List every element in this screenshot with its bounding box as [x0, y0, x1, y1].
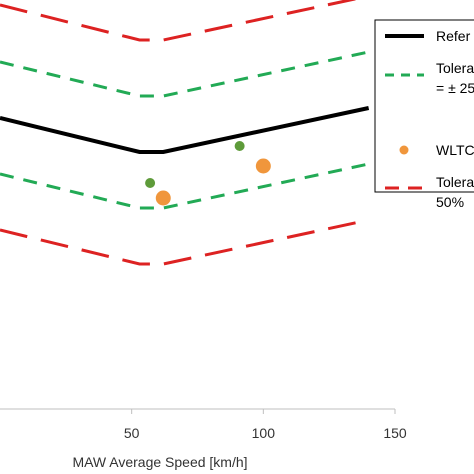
legend-label-1-1: = ± 25 — [436, 80, 474, 96]
legend-label-3-1: 50% — [436, 194, 464, 210]
legend-box — [374, 19, 474, 193]
x-ticks: 50 100 150 — [124, 409, 407, 441]
x-tick-label: 150 — [383, 425, 407, 441]
series-line-longdash-3 — [0, 0, 358, 42]
scatter-point-0-1 — [255, 158, 271, 174]
series-line-dashed-2 — [0, 162, 369, 210]
x-tick-label: 50 — [124, 425, 140, 441]
series-line-solid-0 — [0, 106, 370, 154]
legend-label-0-0: Refer — [436, 28, 471, 44]
plot-area — [0, 0, 370, 266]
x-axis-title: MAW Average Speed [km/h] — [72, 454, 247, 470]
scatter-point-0-0 — [155, 190, 171, 206]
scatter-point-1-1 — [234, 141, 245, 151]
scatter-point-1-0 — [145, 178, 156, 188]
legend-label-3-0: Tolera — [436, 174, 474, 190]
legend-label-1-0: Tolera — [436, 60, 474, 76]
series-line-longdash-4 — [0, 218, 369, 266]
legend: Refer Tolera = ± 25 WLTC Tolera 50% — [374, 19, 474, 210]
legend-label-2-0: WLTC — [436, 142, 474, 158]
x-tick-label: 100 — [252, 425, 276, 441]
series-line-dashed-1 — [0, 50, 369, 98]
legend-marker-2 — [399, 145, 409, 155]
